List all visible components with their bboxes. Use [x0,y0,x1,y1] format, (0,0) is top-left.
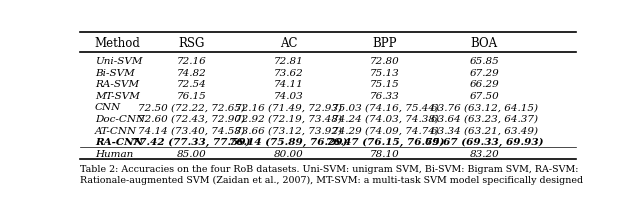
Text: 72.80: 72.80 [370,57,400,66]
Text: 76.15: 76.15 [177,92,207,101]
Text: 75.13: 75.13 [370,69,400,78]
Text: 65.85: 65.85 [469,57,499,66]
Text: BPP: BPP [372,37,397,50]
Text: CNN: CNN [95,103,121,112]
Text: 73.66 (73.12, 73.92): 73.66 (73.12, 73.92) [235,127,342,136]
Text: 76.14 (75.89, 76.29): 76.14 (75.89, 76.29) [229,138,348,147]
Text: 74.24 (74.03, 74.38): 74.24 (74.03, 74.38) [332,115,438,124]
Text: Uni-SVM: Uni-SVM [95,57,142,66]
Text: 63.34 (63.21, 63.49): 63.34 (63.21, 63.49) [431,127,538,136]
Text: BOA: BOA [470,37,498,50]
Text: 72.92 (72.19, 73.48): 72.92 (72.19, 73.48) [235,115,342,124]
Text: 85.00: 85.00 [177,150,207,159]
Text: 72.60 (72.43, 72.90): 72.60 (72.43, 72.90) [138,115,245,124]
Text: 74.29 (74.09, 74.74): 74.29 (74.09, 74.74) [332,127,438,136]
Text: 77.42 (77.33, 77.59): 77.42 (77.33, 77.59) [132,138,251,147]
Text: 76.47 (76.15, 76.75): 76.47 (76.15, 76.75) [326,138,444,147]
Text: 80.00: 80.00 [273,150,303,159]
Text: 72.16 (71.49, 72.93): 72.16 (71.49, 72.93) [235,103,342,112]
Text: 74.03: 74.03 [273,92,303,101]
Text: 63.64 (63.23, 64.37): 63.64 (63.23, 64.37) [431,115,538,124]
Text: 83.20: 83.20 [469,150,499,159]
Text: AC: AC [280,37,297,50]
Text: Table 2: Accuracies on the four RoB datasets. Uni-SVM: unigram SVM, Bi-SVM: Bigr: Table 2: Accuracies on the four RoB data… [80,165,579,174]
Text: 76.33: 76.33 [370,92,400,101]
Text: RA-SVM: RA-SVM [95,80,139,89]
Text: 78.10: 78.10 [370,150,400,159]
Text: 74.82: 74.82 [177,69,207,78]
Text: Method: Method [95,37,141,50]
Text: AT-CNN: AT-CNN [95,127,137,136]
Text: MT-SVM: MT-SVM [95,92,140,101]
Text: 73.62: 73.62 [273,69,303,78]
Text: 72.16: 72.16 [177,57,207,66]
Text: 69.67 (69.33, 69.93): 69.67 (69.33, 69.93) [425,138,543,147]
Text: 75.15: 75.15 [370,80,400,89]
Text: 75.03 (74.16, 75.44): 75.03 (74.16, 75.44) [332,103,438,112]
Text: RA-CNN: RA-CNN [95,138,143,147]
Text: 72.81: 72.81 [273,57,303,66]
Text: 66.29: 66.29 [469,80,499,89]
Text: 63.76 (63.12, 64.15): 63.76 (63.12, 64.15) [431,103,538,112]
Text: 74.14 (73.40, 74.58): 74.14 (73.40, 74.58) [138,127,245,136]
Text: RSG: RSG [179,37,205,50]
Text: Bi-SVM: Bi-SVM [95,69,134,78]
Text: Human: Human [95,150,133,159]
Text: 67.29: 67.29 [469,69,499,78]
Text: Doc-CNN: Doc-CNN [95,115,145,124]
Text: 72.54: 72.54 [177,80,207,89]
Text: 67.50: 67.50 [469,92,499,101]
Text: 72.50 (72.22, 72.65): 72.50 (72.22, 72.65) [138,103,245,112]
Text: Rationale-augmented SVM (Zaidan et al., 2007), MT-SVM: a multi-task SVM model sp: Rationale-augmented SVM (Zaidan et al., … [80,176,583,185]
Text: 74.11: 74.11 [273,80,303,89]
